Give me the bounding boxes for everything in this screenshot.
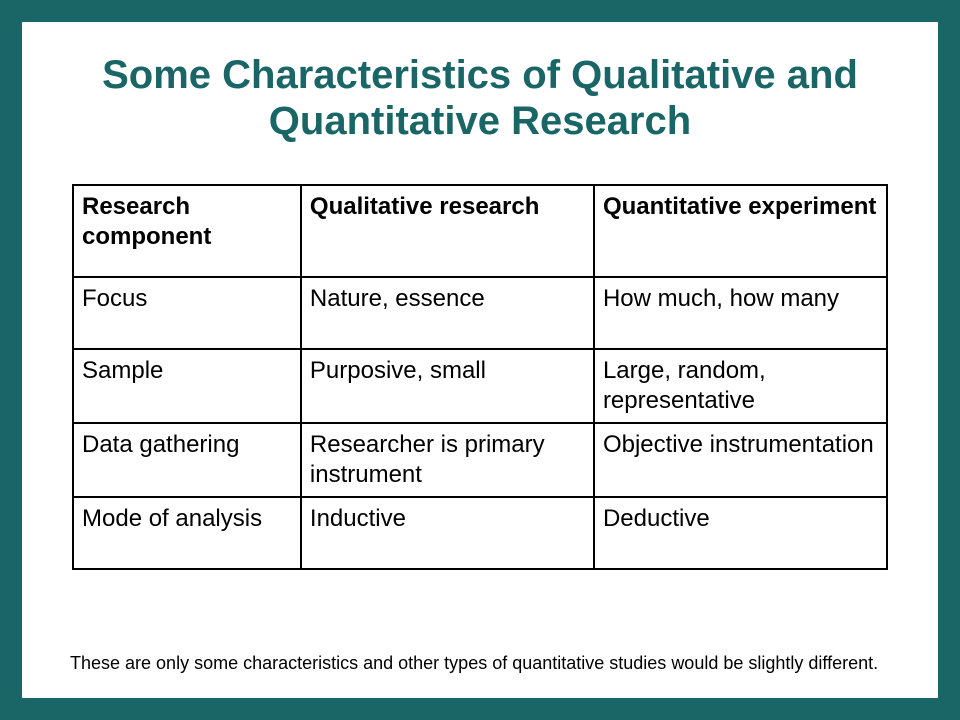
table-row: Mode of analysis Inductive Deductive (73, 497, 887, 569)
table-cell: Focus (73, 277, 301, 349)
table-cell: Mode of analysis (73, 497, 301, 569)
slide: Some Characteristics of Qualitative and … (22, 22, 938, 698)
comparison-table: Research component Qualitative research … (72, 184, 888, 570)
table-cell: How much, how many (594, 277, 887, 349)
table-cell: Large, random, representative (594, 349, 887, 423)
col-header: Qualitative research (301, 185, 594, 277)
table-cell: Inductive (301, 497, 594, 569)
table-cell: Researcher is primary instrument (301, 423, 594, 497)
slide-title: Some Characteristics of Qualitative and … (70, 52, 890, 144)
table-header-row: Research component Qualitative research … (73, 185, 887, 277)
col-header: Research component (73, 185, 301, 277)
table-cell: Sample (73, 349, 301, 423)
table-cell: Purposive, small (301, 349, 594, 423)
table-row: Focus Nature, essence How much, how many (73, 277, 887, 349)
table-cell: Data gathering (73, 423, 301, 497)
comparison-table-wrap: Research component Qualitative research … (72, 184, 888, 570)
table-row: Sample Purposive, small Large, random, r… (73, 349, 887, 423)
footnote: These are only some characteristics and … (70, 653, 890, 678)
table-cell: Nature, essence (301, 277, 594, 349)
table-cell: Objective instrumentation (594, 423, 887, 497)
col-header: Quantitative experiment (594, 185, 887, 277)
table-row: Data gathering Researcher is primary ins… (73, 423, 887, 497)
table-cell: Deductive (594, 497, 887, 569)
